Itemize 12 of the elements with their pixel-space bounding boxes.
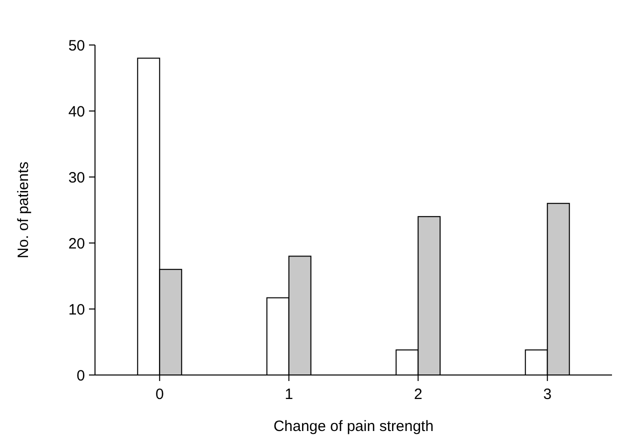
x-tick-label: 2 (414, 386, 422, 403)
y-tick-label: 0 (76, 367, 85, 384)
y-tick-label: 30 (68, 169, 85, 186)
x-tick-label: 1 (284, 386, 294, 403)
x-axis-title: Change of pain strength (273, 418, 434, 435)
y-tick-label: 10 (68, 301, 85, 318)
y-tick-label: 50 (68, 37, 85, 54)
x-tick-label: 0 (155, 386, 164, 403)
x-tick-label: 3 (543, 386, 552, 403)
y-axis-title: No. of patients (15, 162, 32, 258)
y-tick-label: 20 (68, 235, 85, 252)
y-tick-label: 40 (68, 103, 85, 120)
